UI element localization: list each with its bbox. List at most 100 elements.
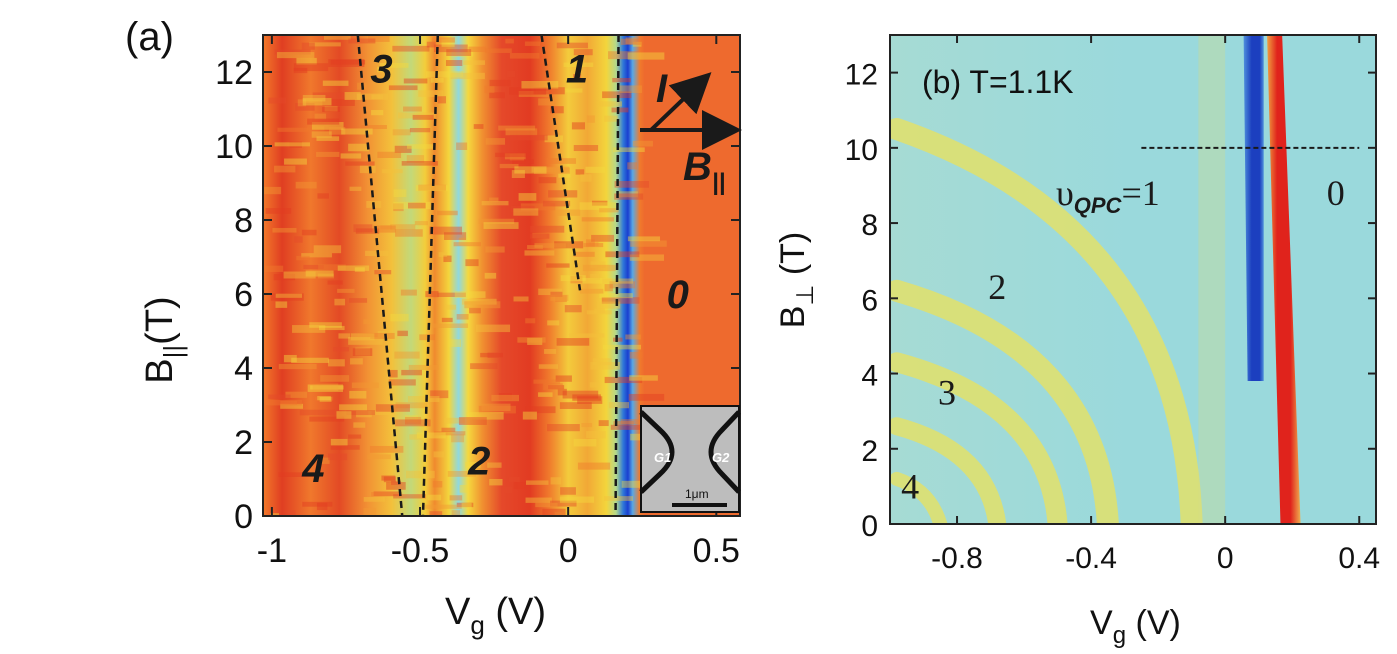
noise-streak (263, 186, 282, 195)
noise-streak (316, 151, 340, 157)
noise-streak (316, 502, 328, 511)
panel-a-annotations: 3 1 0 2 4 (301, 47, 689, 491)
panel-b-annotations: υQPC=1 0 2 3 4 (901, 173, 1345, 506)
noise-streak (401, 369, 422, 376)
noise-streak (489, 92, 505, 99)
noise-streak (434, 44, 468, 53)
noise-streak (525, 480, 549, 485)
noise-streak (292, 325, 326, 333)
noise-streak (608, 402, 630, 409)
x-tick-label: 0.4 (1338, 542, 1380, 575)
x-axis-label-a: Vg (V) (445, 591, 546, 640)
x-tick-label: 0 (559, 532, 578, 570)
noise-streak (393, 189, 407, 198)
noise-streak (478, 405, 516, 414)
noise-streak (327, 359, 345, 367)
noise-streak (336, 411, 352, 419)
noise-streak (324, 106, 338, 112)
noise-streak (386, 482, 406, 490)
noise-streak (570, 275, 583, 284)
noise-streak (504, 153, 526, 160)
heatmap-a-frame (262, 34, 741, 517)
noise-streak (585, 166, 605, 173)
noise-streak (589, 382, 600, 388)
noise-streak (481, 403, 511, 411)
noise-streak (630, 240, 667, 247)
noise-streak (305, 270, 334, 277)
noise-streak (525, 406, 556, 414)
heatmap-b-frame (889, 34, 1377, 525)
noise-streak (538, 177, 557, 184)
noise-streak (614, 181, 650, 188)
noise-streak (564, 305, 582, 313)
noise-streak (520, 203, 556, 211)
noise-streak (562, 390, 599, 399)
noise-streak (556, 42, 588, 49)
noise-streak (498, 125, 536, 131)
filling-factor-label: 3 (938, 372, 956, 412)
noise-streak (393, 201, 431, 210)
noise-streak (270, 513, 279, 516)
noise-streak (547, 424, 580, 432)
noise-streak (484, 272, 497, 279)
noise-streak (394, 351, 420, 359)
noise-streak (485, 138, 506, 145)
noise-streak (348, 38, 376, 44)
noise-streak (322, 99, 355, 106)
inset-scale-label: 1μm (685, 487, 709, 501)
noise-streak (311, 122, 344, 130)
noise-streak (381, 475, 396, 481)
noise-streak (349, 186, 362, 191)
noise-streak (272, 227, 297, 233)
blue-stripe (1243, 35, 1264, 382)
noise-streak (590, 273, 600, 280)
noise-streak (586, 115, 595, 123)
noise-streak (330, 438, 348, 446)
noise-streak (348, 337, 383, 345)
noise-streak (625, 37, 637, 45)
noise-streak (296, 255, 310, 261)
noise-streak (579, 202, 617, 210)
noise-streak (555, 295, 567, 303)
noise-streak (547, 320, 560, 326)
noise-streak (345, 161, 375, 166)
noise-streak (409, 434, 423, 440)
noise-streak (621, 480, 656, 488)
noise-streak (437, 292, 466, 297)
y-tick-label: 4 (861, 360, 878, 393)
noise-streak (620, 38, 642, 45)
landau-band (890, 279, 1119, 524)
noise-streak (312, 383, 339, 392)
noise-streak (390, 224, 416, 230)
noise-streak (580, 277, 613, 284)
noise-streak (295, 103, 315, 111)
current-arrow (649, 72, 712, 132)
noise-streak (534, 243, 566, 248)
noise-streak (612, 147, 645, 153)
noise-streak (322, 80, 349, 86)
noise-streak (363, 497, 385, 502)
noise-streak (527, 337, 543, 345)
noise-streak (419, 334, 435, 341)
noise-streak (294, 236, 303, 243)
noise-streak (582, 264, 616, 272)
noise-streak (344, 92, 361, 100)
noise-streak (458, 237, 471, 246)
noise-streak (446, 49, 472, 56)
noise-streak (318, 457, 330, 464)
noise-streak (309, 42, 341, 47)
y-tick-label: 6 (861, 284, 878, 317)
noise-streak (514, 166, 547, 174)
noise-streak (333, 347, 349, 352)
y-tick-label: 2 (861, 435, 878, 468)
noise-streak (614, 193, 644, 200)
noise-streak (395, 419, 431, 427)
noise-streak (451, 434, 465, 443)
noise-streak (274, 142, 310, 147)
noise-streak (381, 169, 403, 174)
noise-streak (307, 118, 340, 125)
noise-streak (453, 242, 481, 247)
noise-streak (542, 200, 571, 207)
